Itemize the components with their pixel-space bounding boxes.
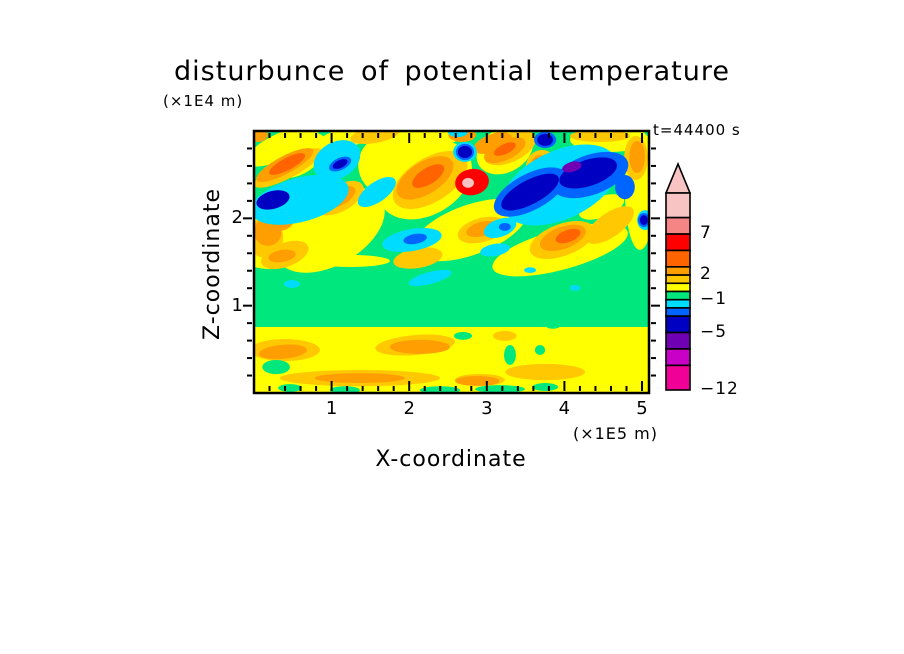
colorbar-tick-label: −12 xyxy=(700,379,739,399)
colorbar-cell xyxy=(665,348,691,367)
colorbar-cell xyxy=(665,192,691,219)
colorbar-cell xyxy=(665,290,691,301)
colorbar-cell xyxy=(665,315,691,334)
plot-frame xyxy=(252,129,651,395)
colorbar-cell xyxy=(665,233,691,252)
colorbar-cell xyxy=(665,266,691,276)
timestamp-label: t=44400 s xyxy=(653,121,741,139)
x-tick-label: 3 xyxy=(481,398,493,419)
colorbar xyxy=(664,161,692,391)
colorbar-cell xyxy=(665,249,691,268)
colorbar-cell xyxy=(665,274,691,285)
z-tick-label: 2 xyxy=(231,207,243,229)
colorbar-tick-label: −1 xyxy=(700,288,728,309)
colorbar-tick-label: 2 xyxy=(700,264,712,285)
colorbar-overflow-arrow xyxy=(664,161,692,194)
x-axis-unit: (×1E5 m) xyxy=(572,424,658,443)
x-axis-label: X-coordinate xyxy=(375,447,527,472)
colorbar-cell xyxy=(665,331,691,350)
colorbar-tick-label: 7 xyxy=(700,223,712,244)
colorbar-cell xyxy=(665,298,691,309)
x-tick-label: 5 xyxy=(636,398,648,419)
colorbar-cell xyxy=(665,282,691,293)
colorbar-cell xyxy=(665,307,691,317)
colorbar-tick-label: −5 xyxy=(700,321,728,342)
axis-ticks xyxy=(243,133,660,391)
contour-field xyxy=(254,131,649,393)
y-axis-unit: (×1E4 m) xyxy=(163,92,244,110)
colorbar-cell xyxy=(665,216,691,235)
z-tick-label: 1 xyxy=(231,294,243,316)
y-axis-label: Z-coordinate xyxy=(200,188,225,340)
chart-title: disturbunce of potential temperature xyxy=(174,56,730,87)
colorbar-cell xyxy=(665,364,691,391)
x-tick-label: 1 xyxy=(325,398,338,419)
x-tick-label: 2 xyxy=(403,398,415,419)
x-tick-label: 4 xyxy=(558,398,571,419)
